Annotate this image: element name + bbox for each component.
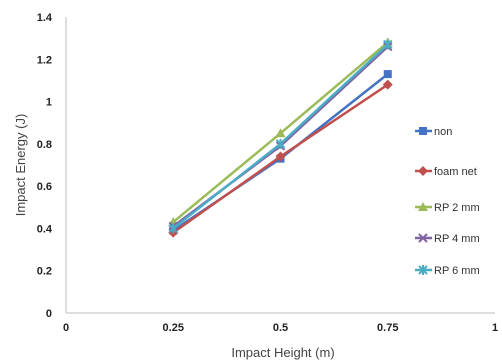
data-point (383, 70, 392, 79)
series-group (168, 37, 393, 238)
y-axis-title: Impact Energy (J) (13, 114, 28, 217)
legend-marker (418, 202, 428, 211)
legend-marker (419, 127, 427, 135)
series-rp-2-mm (168, 37, 393, 227)
legend-label: RP 4 mm (434, 233, 480, 245)
axes (65, 17, 495, 314)
x-tick-label: 0.5 (273, 322, 288, 334)
data-point (383, 39, 393, 50)
legend-item: RP 4 mm (415, 233, 480, 245)
x-tick-label: 1 (492, 322, 498, 334)
legend-item: foam net (415, 166, 477, 178)
data-point (275, 128, 286, 138)
x-tick-label: 0.75 (377, 322, 398, 334)
legend-marker (418, 166, 428, 176)
data-point (168, 223, 178, 234)
legend-marker (418, 265, 428, 275)
x-tick-labels: 0 0.25 0.5 0.75 1 (63, 322, 498, 334)
y-tick-label: 1.4 (37, 12, 53, 24)
y-tick-label: 1.2 (37, 54, 52, 66)
data-point (382, 79, 393, 90)
series-rp-6-mm (168, 39, 393, 234)
legend-label: foam net (434, 166, 477, 178)
legend-item: RP 2 mm (415, 202, 480, 214)
y-tick-label: 0.8 (37, 139, 52, 151)
series-foam-net (168, 79, 393, 238)
legend-item: RP 6 mm (415, 265, 480, 277)
legend: non foam net RP 2 mm RP 4 mm RP 6 mm (415, 126, 480, 277)
x-tick-label: 0 (63, 322, 69, 334)
legend-label: non (434, 126, 452, 138)
legend-label: RP 2 mm (434, 202, 480, 214)
x-tick-label: 0.25 (163, 322, 184, 334)
y-tick-label: 1 (46, 97, 52, 109)
legend-marker (418, 233, 428, 243)
data-point (275, 138, 286, 149)
data-point (275, 151, 286, 162)
y-tick-label: 0 (46, 308, 52, 320)
y-tick-labels: 0 0.2 0.4 0.6 0.8 1 1.2 1.4 (37, 12, 53, 320)
legend-label: RP 6 mm (434, 265, 480, 277)
y-tick-label: 0.2 (37, 266, 52, 278)
x-axis-title: Impact Height (m) (231, 345, 334, 360)
y-tick-label: 0.4 (37, 223, 53, 235)
y-tick-label: 0.6 (37, 181, 52, 193)
legend-item: non (415, 126, 452, 138)
